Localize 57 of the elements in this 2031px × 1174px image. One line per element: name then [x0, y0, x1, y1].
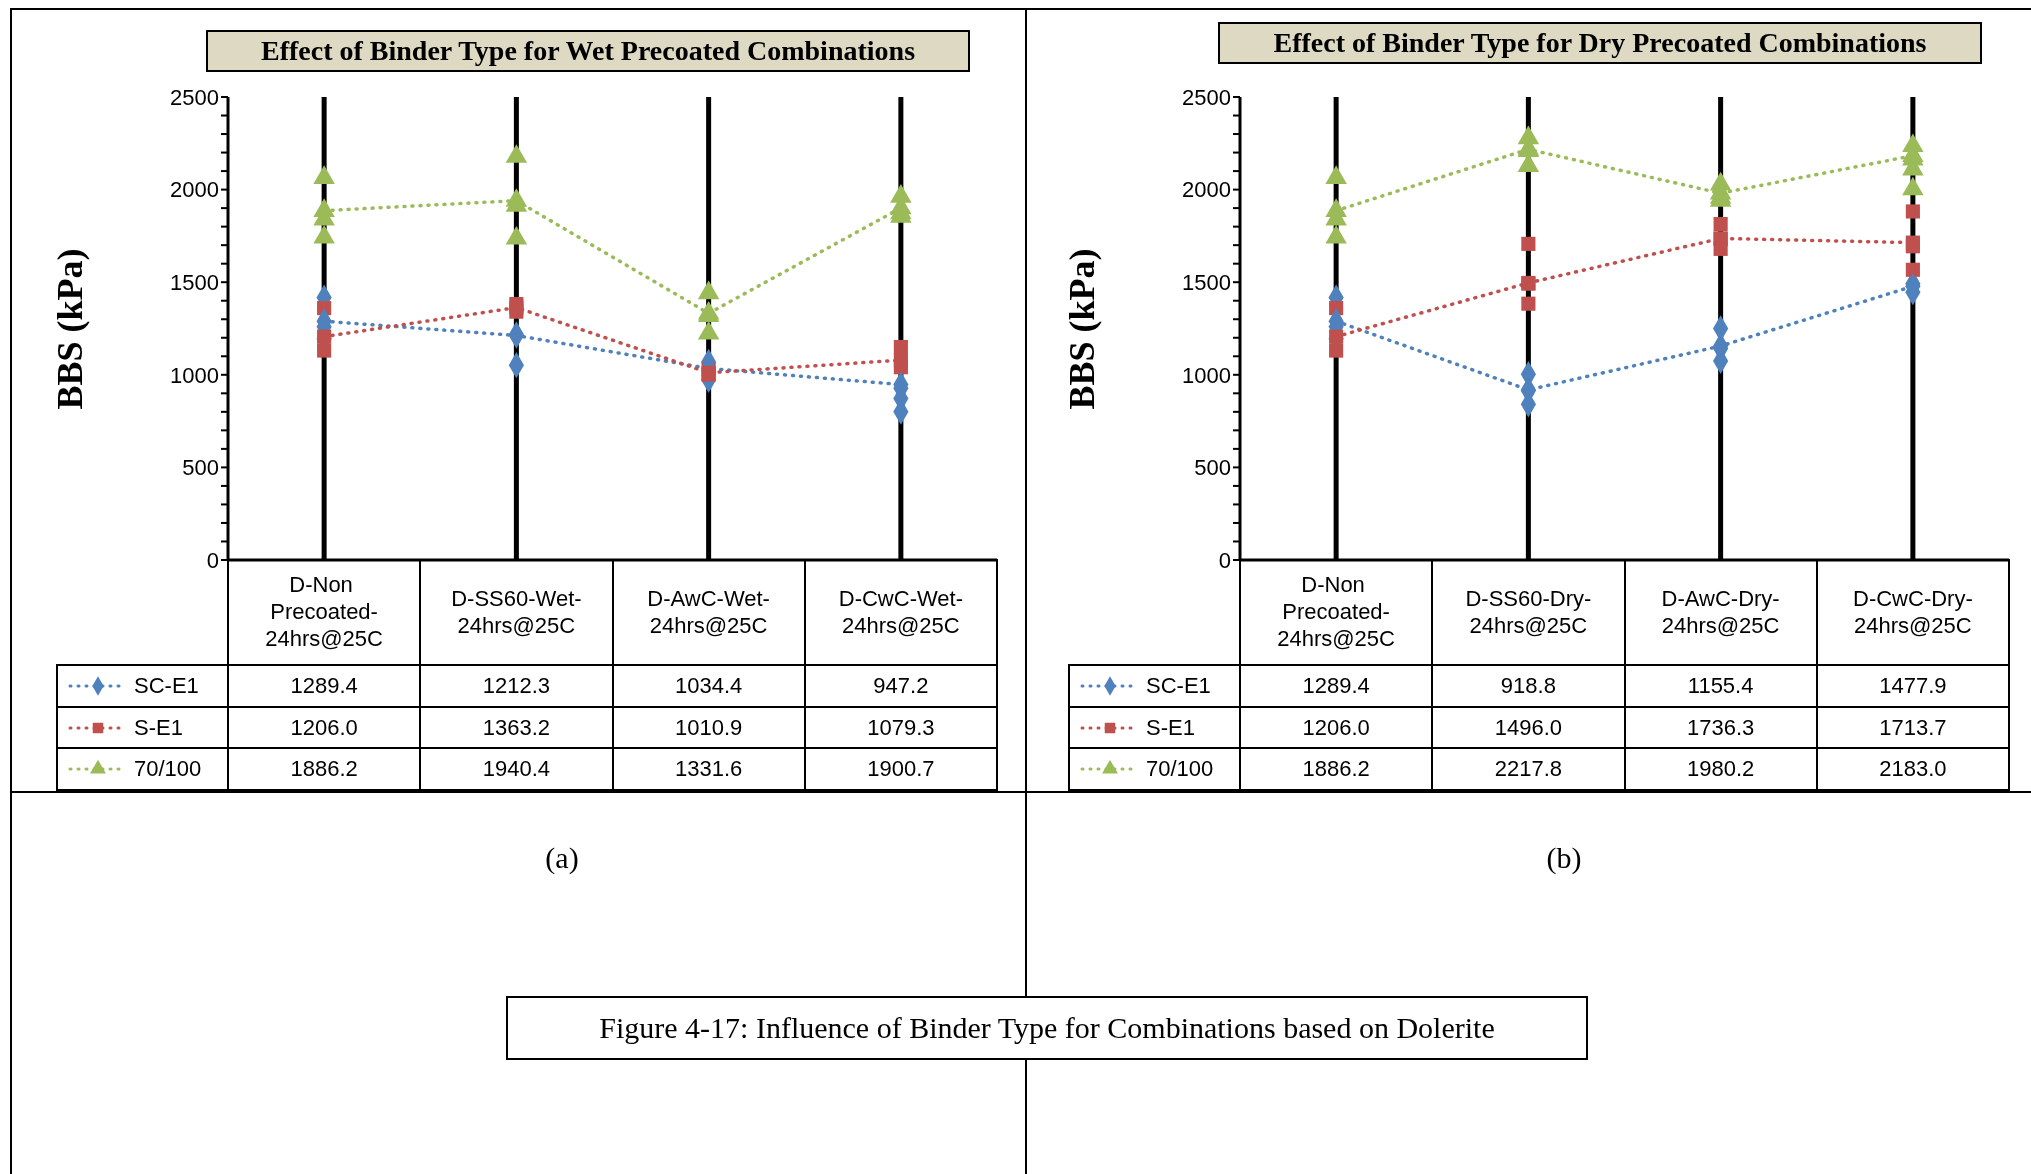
y-tick-label: 2500: [1182, 84, 1231, 110]
y-tick-label: 0: [206, 547, 219, 573]
chart-title: Effect of Binder Type for Wet Precoated Combinations: [206, 30, 970, 72]
data-label: 2183.0: [1815, 747, 2010, 792]
data-label: 1900.7: [803, 747, 998, 792]
data-label: 1079.3: [803, 705, 998, 750]
y-tick-label: 0: [1218, 547, 1231, 573]
data-label: 947.2: [803, 664, 998, 708]
y-tick-label: 500: [182, 455, 219, 481]
data-label: 1289.4: [1239, 664, 1434, 708]
y-axis-title: BBS (kPa): [1061, 248, 1103, 410]
data-label: 1980.2: [1623, 747, 1818, 792]
x-tick-label: D-SS60-Dry-24hrs@25C: [1465, 585, 1592, 638]
data-label: 1886.2: [227, 747, 422, 792]
data-label: 1713.7: [1815, 705, 2010, 750]
x-tick-label: D-CwC-Dry-24hrs@25C: [1853, 585, 1973, 638]
data-label: 1331.6: [611, 747, 806, 792]
legend-label: S-E1: [134, 714, 183, 741]
x-tick-label: D-Non Precoated-24hrs@25C: [1277, 572, 1396, 651]
data-label: 1289.4: [227, 664, 422, 708]
legend-label: SC-E1: [1146, 672, 1211, 699]
data-label: 1206.0: [227, 705, 422, 750]
caption: Figure 4-17: Influence of Binder Type for Combinations based on Dolerite: [506, 996, 1588, 1060]
legend-label: SC-E1: [134, 672, 199, 699]
y-tick-label: 2500: [170, 84, 219, 110]
legend-label: S-E1: [1146, 714, 1195, 741]
data-label: 1212.3: [419, 664, 614, 708]
data-label: 918.8: [1431, 664, 1626, 708]
data-label: 1736.3: [1623, 705, 1818, 750]
y-tick-label: 1500: [170, 270, 219, 296]
y-tick-label: 500: [1194, 455, 1231, 481]
x-tick-label: D-SS60-Wet-24hrs@25C: [451, 585, 582, 638]
y-tick-label: 2000: [1182, 177, 1231, 203]
data-label: 1155.4: [1623, 664, 1818, 708]
y-tick-label: 2000: [170, 177, 219, 203]
y-tick-label: 1000: [1182, 362, 1231, 388]
legend-label: 70/100: [134, 756, 202, 783]
text: (a): [545, 841, 579, 875]
data-label: 1034.4: [611, 664, 806, 708]
data-label: 1363.2: [419, 705, 614, 750]
x-tick-label: D-AwC-Dry-24hrs@25C: [1661, 585, 1780, 638]
data-label: 1206.0: [1239, 705, 1434, 750]
x-tick-label: D-AwC-Wet-24hrs@25C: [647, 585, 770, 638]
data-label: 1886.2: [1239, 747, 1434, 792]
data-label: 1010.9: [611, 705, 806, 750]
x-tick-label: D-Non Precoated-24hrs@25C: [265, 572, 384, 651]
chart-title: Effect of Binder Type for Dry Precoated Combinations: [1218, 22, 1982, 64]
data-label: 1940.4: [419, 747, 614, 792]
y-axis-title: BBS (kPa): [49, 248, 91, 410]
data-label: 2217.8: [1431, 747, 1626, 792]
text: (b): [1546, 841, 1582, 875]
x-tick-label: D-CwC-Wet-24hrs@25C: [838, 585, 963, 638]
data-label: 1477.9: [1815, 664, 2010, 708]
data-label: 1496.0: [1431, 705, 1626, 750]
legend-label: 70/100: [1146, 756, 1214, 783]
y-tick-label: 1500: [1182, 270, 1231, 296]
y-tick-label: 1000: [170, 362, 219, 388]
